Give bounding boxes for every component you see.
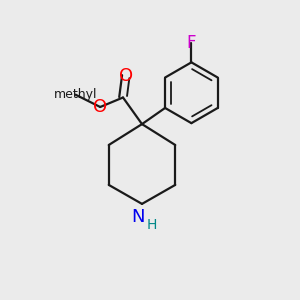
Text: N: N: [131, 208, 145, 226]
Text: H: H: [146, 218, 157, 232]
Text: O: O: [93, 98, 107, 116]
Text: methyl: methyl: [54, 88, 97, 101]
Text: O: O: [119, 67, 133, 85]
Text: F: F: [187, 34, 196, 52]
